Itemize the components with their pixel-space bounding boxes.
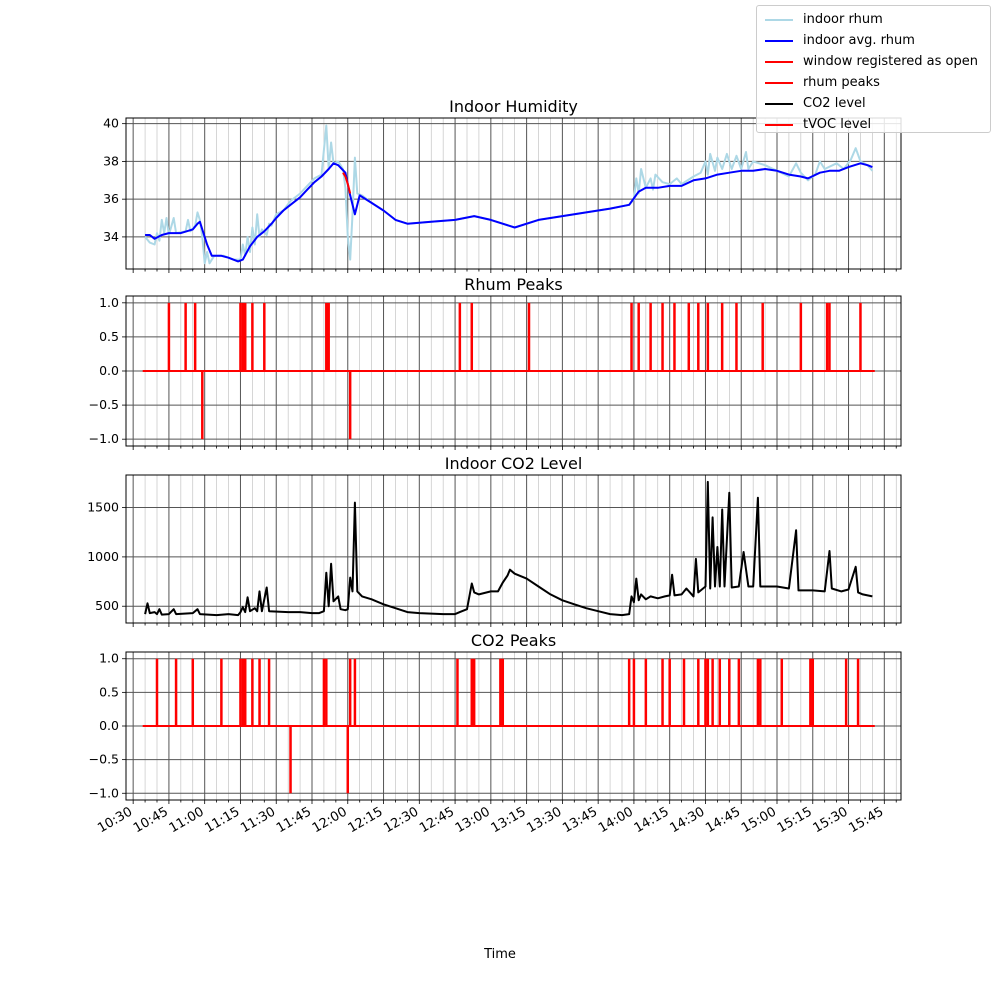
x-tick-label: 11:45	[274, 804, 314, 836]
y-tick-label: 0.5	[99, 684, 119, 699]
series-line	[145, 162, 873, 263]
x-tick-label: 14:30	[668, 804, 708, 836]
x-tick-label: 12:00	[310, 804, 350, 836]
axes-frame	[125, 117, 902, 270]
y-tick-label: −1.0	[89, 431, 119, 446]
x-tick-label: 13:00	[453, 804, 493, 836]
y-tick-label: 36	[103, 191, 119, 206]
panel-4: −1.0 −0.5 0.0 0.5 1.0 CO2 Peaks 10:3010:4511:0…	[89, 631, 902, 836]
y-tick-label: 34	[103, 229, 119, 244]
x-tick-label: 15:00	[739, 804, 779, 836]
x-tick-label: 11:00	[167, 804, 207, 836]
axes-frame	[125, 651, 902, 801]
y-tick-label: −0.5	[89, 752, 119, 767]
y-tick-label: 0.0	[99, 718, 119, 733]
x-tick-label: 14:45	[703, 804, 743, 836]
legend-swatch	[765, 102, 793, 105]
panel-1: 34 36 38 40 Indoor Humidity	[103, 97, 902, 273]
legend-swatch	[765, 39, 793, 42]
x-tick-label: 14:00	[596, 804, 636, 836]
x-tick-label: 12:30	[381, 804, 421, 836]
x-tick-label: 15:30	[811, 804, 851, 836]
axes-frame	[125, 474, 902, 624]
y-tick-label: 38	[103, 153, 119, 168]
legend-swatch	[765, 81, 793, 84]
legend-swatch	[765, 18, 793, 21]
legend-swatch	[765, 60, 793, 63]
x-tick-label: 13:45	[560, 804, 600, 836]
legend-label: window registered as open	[803, 54, 978, 69]
legend-label: rhum peaks	[803, 75, 880, 90]
x-tick-label: 12:45	[417, 804, 457, 836]
legend-item: CO2 level	[765, 93, 982, 114]
y-tick-label: 40	[103, 116, 119, 131]
panel-3: 500 1000 1500 Indoor CO2 Level	[87, 454, 902, 627]
legend-label: CO2 level	[803, 96, 866, 111]
y-tick-label: 1.0	[99, 295, 119, 310]
legend-item: indoor rhum	[765, 9, 982, 30]
y-tick-label: 0.0	[99, 363, 119, 378]
x-tick-label: 11:30	[238, 804, 278, 836]
legend-item: tVOC level	[765, 114, 982, 135]
legend-label: indoor rhum	[803, 12, 883, 27]
y-tick-label: 1000	[87, 549, 119, 564]
panel-title: Indoor Humidity	[449, 97, 578, 116]
x-tick-label: 12:15	[346, 804, 386, 836]
x-tick-label: 15:45	[846, 804, 886, 836]
series-line	[144, 124, 874, 265]
x-tick-label: 10:30	[95, 804, 135, 836]
y-tick-label: −1.0	[89, 785, 119, 800]
legend: indoor rhum indoor avg. rhum window regist…	[756, 5, 991, 133]
x-axis-label: Time	[484, 947, 516, 962]
x-tick-label: 14:15	[632, 804, 672, 836]
x-tick-label: 11:15	[203, 804, 243, 836]
series-line	[144, 480, 873, 617]
legend-label: tVOC level	[803, 117, 872, 132]
x-tick-label: 13:30	[524, 804, 564, 836]
y-tick-label: −0.5	[89, 397, 119, 412]
y-tick-label: 1.0	[99, 651, 119, 666]
legend-item: indoor avg. rhum	[765, 30, 982, 51]
panel-title: Indoor CO2 Level	[445, 454, 583, 473]
x-tick-label: 15:15	[775, 804, 815, 836]
y-tick-label: 0.5	[99, 329, 119, 344]
legend-label: indoor avg. rhum	[803, 33, 915, 48]
y-tick-label: 500	[95, 598, 119, 613]
legend-swatch	[765, 123, 793, 126]
series-line	[342, 172, 352, 194]
panel-title: Rhum Peaks	[464, 275, 562, 294]
axes-frame	[125, 295, 902, 447]
legend-item: rhum peaks	[765, 72, 982, 93]
x-tick-label: 10:45	[131, 804, 171, 836]
x-tick-label: 13:15	[489, 804, 529, 836]
panel-title: CO2 Peaks	[471, 631, 556, 650]
legend-item: window registered as open	[765, 51, 982, 72]
y-tick-label: 1500	[87, 500, 119, 515]
panel-2: −1.0 −0.5 0.0 0.5 1.0 Rhum Peaks	[89, 275, 902, 450]
